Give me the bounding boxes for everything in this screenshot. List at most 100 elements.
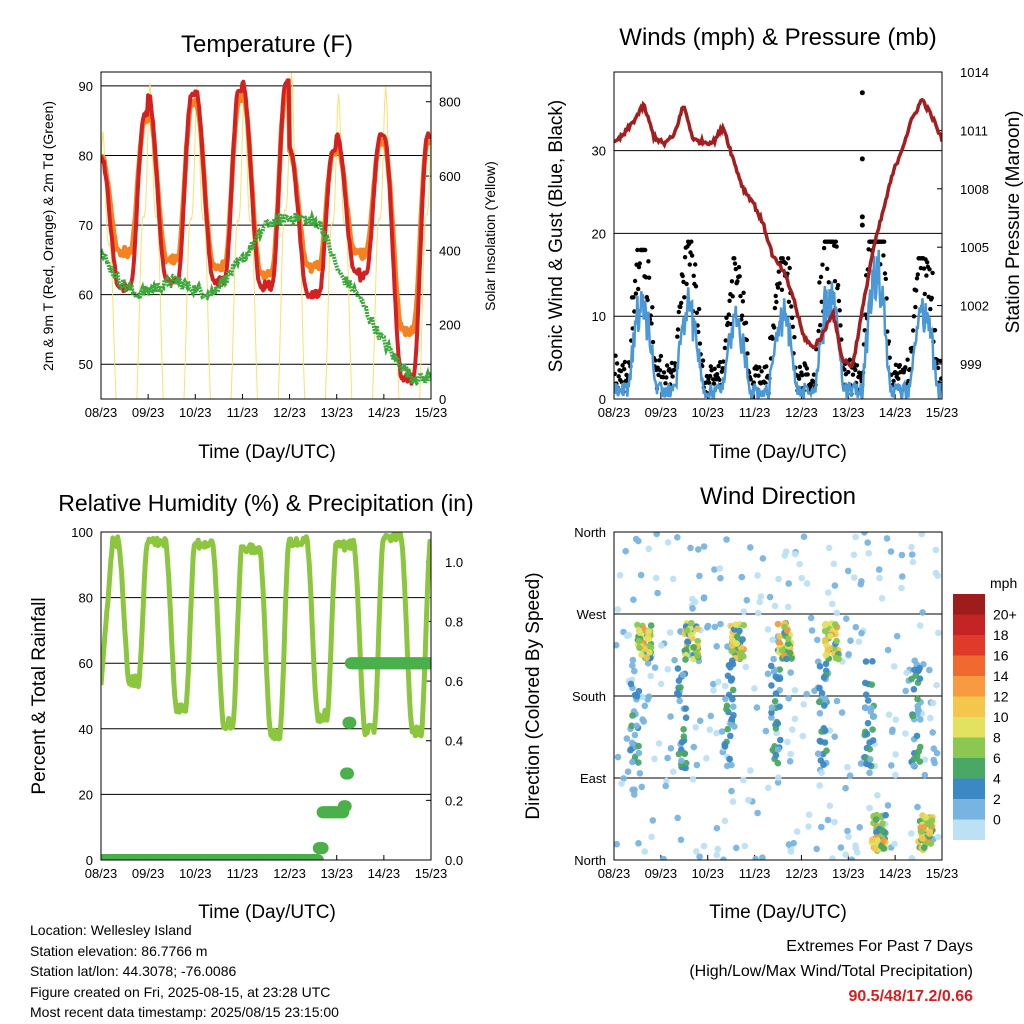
humidity-xtick-label: 14/23 [368,866,401,881]
direction-point [623,632,631,640]
direction-point [644,659,652,667]
direction-point [646,649,653,656]
temperature-y2tick-label: 0 [439,392,446,407]
winds-title: Winds (mph) & Pressure (mb) [619,24,936,51]
gust-point [922,291,927,297]
temperature-title: Temperature (F) [181,31,353,58]
gust-point [834,244,839,249]
direction-point [641,645,648,653]
precip-point [344,716,357,729]
direction-point [690,743,698,751]
direction-point [921,771,929,779]
gust-point [643,247,648,253]
direction-point [727,732,734,740]
direction-point [888,728,896,736]
direction-point [822,695,829,702]
direction-xtick-label: 08/23 [598,866,631,881]
direction-point [688,619,695,627]
direction-point [723,762,731,770]
direction-point [868,704,875,712]
direction-point [816,698,823,706]
humidity-series [101,532,431,860]
direction-point [818,769,825,776]
direction-point [635,687,643,695]
direction-point [703,755,710,762]
direction-point [652,574,660,582]
latlon-text: Station lat/lon: 44.3078; -76.0086 [30,963,237,979]
direction-point [663,777,670,785]
gust-point [694,310,699,315]
direction-point [682,705,689,712]
temperature-ytick-label: 50 [79,357,93,372]
gust-point [622,367,627,372]
direction-point [728,657,736,664]
direction-point [674,534,681,541]
colorbar-label: 4 [993,771,1001,787]
direction-point [796,560,803,568]
direction-point [710,687,717,694]
humidity-xtick-label: 13/23 [320,866,353,881]
direction-point [687,544,694,552]
colorbar-title: mph [990,575,1017,591]
colorbar-swatch [953,799,985,820]
humidity-ytick-label: 100 [71,525,93,540]
extremes-title: Extremes For Past 7 Days [786,938,973,955]
colorbar-label: 8 [993,730,1001,746]
direction-point [741,842,749,850]
gust-point [636,264,642,270]
direction-point [869,836,876,843]
gust-point [811,372,817,377]
gust-point [838,323,843,328]
gust-outlier-point [859,222,865,228]
direction-point [865,761,873,768]
winds-y2label: Station Pressure (Maroon) [1003,111,1024,334]
gust-point [821,245,827,251]
direction-point [784,635,792,642]
gust-point [726,312,731,317]
gust-point [693,262,698,267]
direction-point [864,697,872,704]
direction-point [857,760,865,767]
direction-point [635,537,642,545]
gust-point [636,286,641,292]
gust-point [645,297,650,303]
direction-point [880,837,887,845]
direction-panel: Wind Direction NorthEastSouthWestNorth08… [523,483,1017,923]
direction-point [689,595,696,603]
gust-point [631,295,636,300]
direction-point [743,596,751,604]
direction-point [892,751,899,758]
direction-point [893,632,901,640]
gust-point [854,363,860,368]
gust-point [693,284,699,289]
gust-point [881,253,886,258]
direction-point [846,772,854,779]
created-text: Figure created on Fri, 2025-08-15, at 23… [30,983,331,1000]
direction-point [823,747,830,754]
gust-point [737,274,742,279]
temperature-ytick-label: 60 [79,288,93,303]
direction-point [757,593,765,600]
gust-point [928,306,933,312]
gust-point [622,359,628,365]
direction-point [713,643,720,650]
direction-point [873,816,880,823]
direction-point [774,779,782,786]
direction-point [864,539,871,546]
direction-point [683,627,691,634]
direction-point [751,685,758,692]
direction-point [891,840,898,848]
direction-point [788,655,795,662]
precip-point [316,842,329,855]
direction-point [728,647,735,655]
gust-point [712,366,717,371]
direction-point [635,840,642,847]
direction-point [664,666,672,673]
direction-point [866,769,873,777]
gust-point [724,315,729,320]
direction-point [623,735,631,742]
direction-point [726,755,733,763]
direction-point [790,839,797,847]
direction-point [844,567,852,575]
